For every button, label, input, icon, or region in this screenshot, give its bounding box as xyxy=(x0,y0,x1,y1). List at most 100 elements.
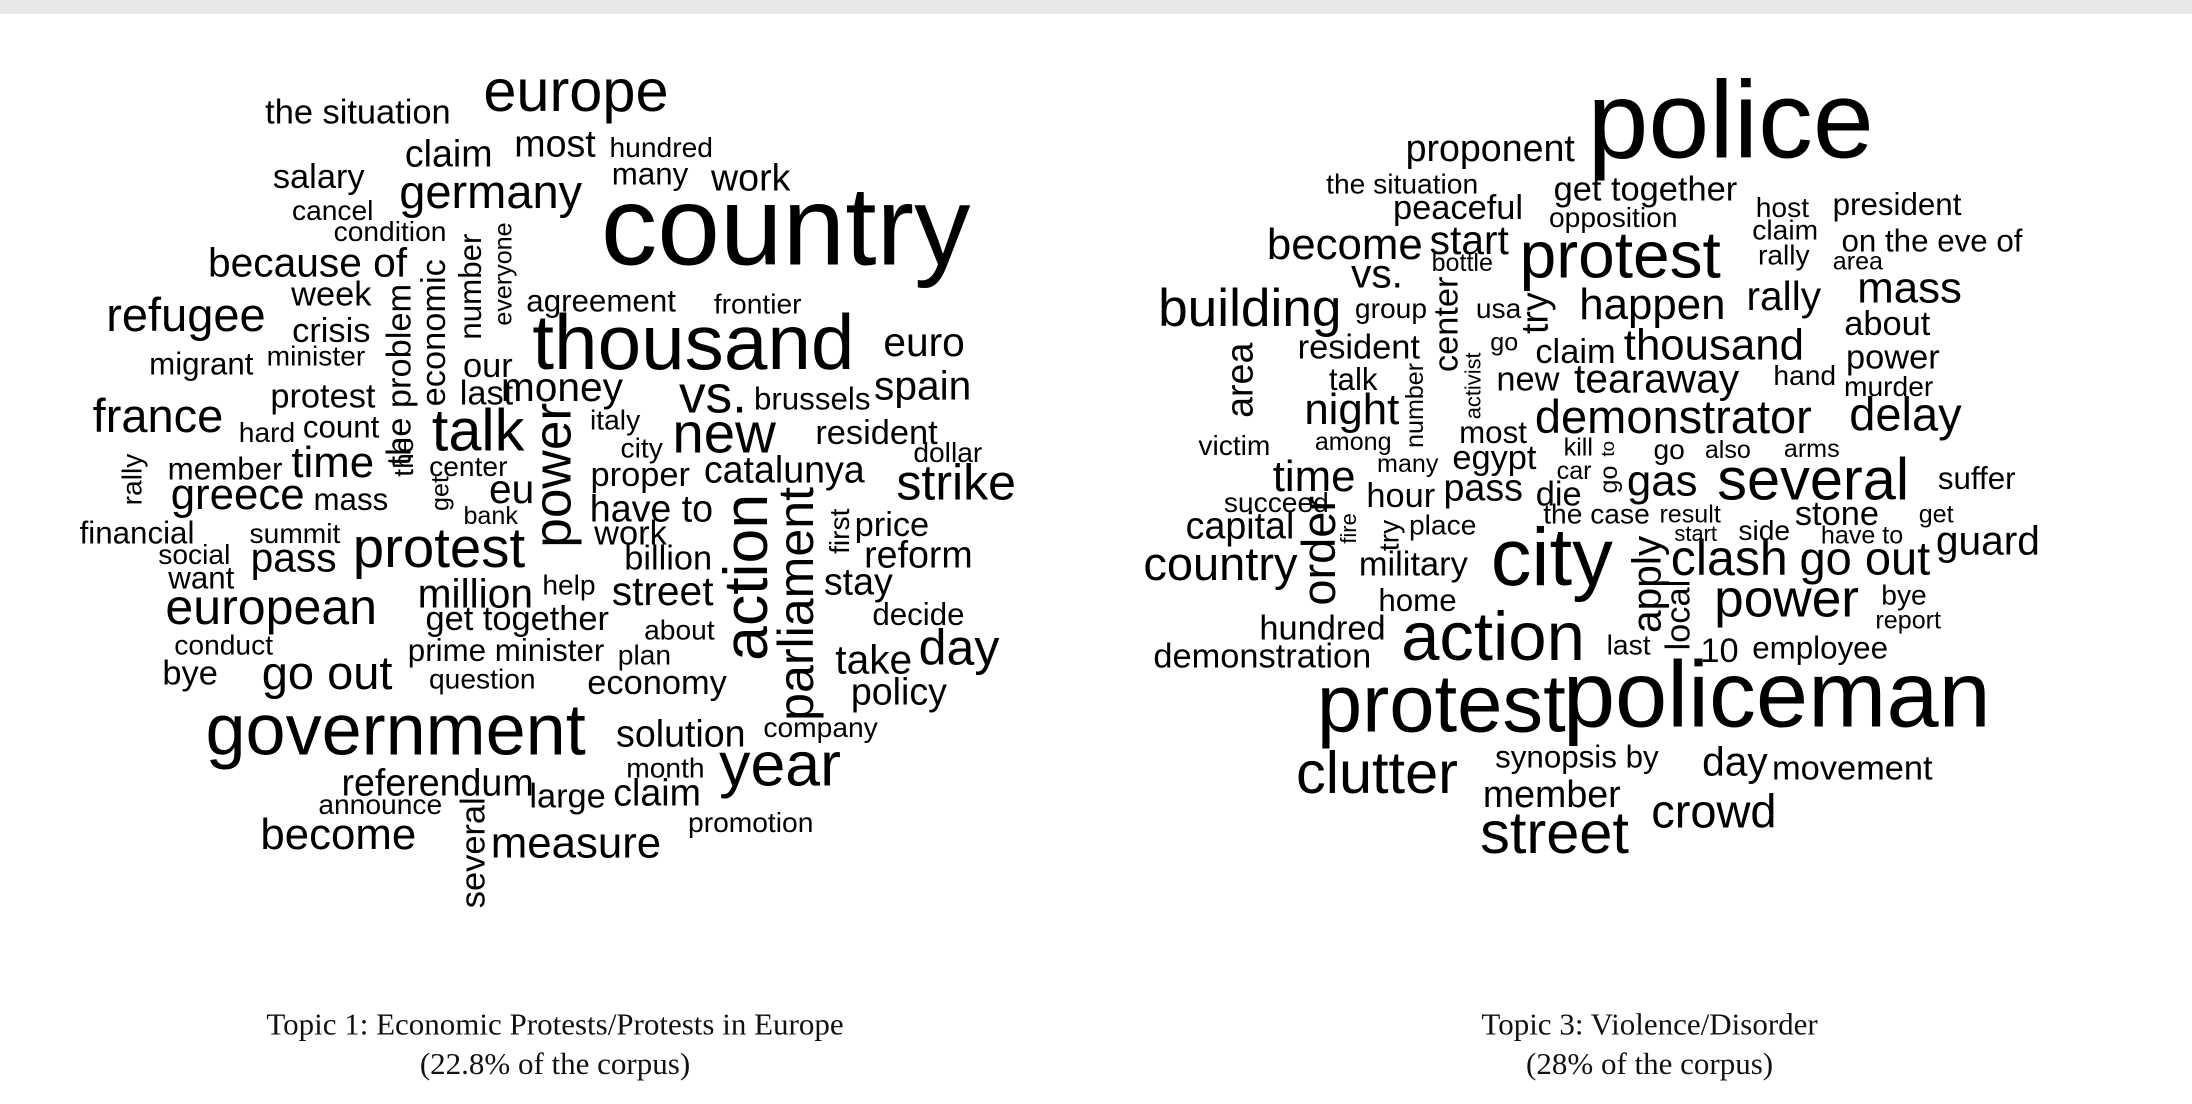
cloud-word: number xyxy=(453,234,488,340)
cloud-word: host xyxy=(1756,191,1809,223)
cloud-word: start xyxy=(1674,521,1717,546)
cloud-word: work xyxy=(593,515,667,553)
cloud-word: the situation xyxy=(1326,167,1478,199)
cloud-word: demonstrator xyxy=(1535,390,1812,443)
cloud-word: home xyxy=(1378,583,1456,618)
cloud-word: power xyxy=(523,403,582,548)
cloud-word: die xyxy=(1536,475,1582,513)
cloud-word: 10 xyxy=(1700,632,1738,670)
cloud-word: hundred xyxy=(610,131,713,163)
cloud-word: european xyxy=(165,579,377,635)
cloud-word: proper xyxy=(591,456,690,494)
cloud-word: have to xyxy=(1821,521,1903,549)
cloud-word: solution xyxy=(616,713,746,755)
cloud-word: minister xyxy=(267,339,366,371)
cloud-word: city xyxy=(1491,512,1613,603)
cloud-word: spain xyxy=(874,362,971,408)
cloud-word: many xyxy=(612,156,689,191)
cloud-word: opposition xyxy=(1549,201,1678,233)
cloud-word: eu xyxy=(489,466,534,512)
cloud-word: murder xyxy=(1844,370,1933,402)
cloud-word: happen xyxy=(1579,280,1725,329)
cloud-word: protest xyxy=(1317,659,1566,750)
cloud-word: money xyxy=(501,364,624,410)
cloud-word: talk xyxy=(1329,362,1378,397)
cloud-word: gas xyxy=(1627,456,1698,505)
cloud-word: many xyxy=(1377,450,1439,478)
cloud-word: rally xyxy=(116,453,148,506)
cloud-word: refugee xyxy=(106,288,265,341)
cloud-word: billion xyxy=(624,540,712,578)
cloud-word: clash xyxy=(1671,530,1788,586)
cloud-word: bye xyxy=(1881,578,1926,610)
cloud-word: time xyxy=(1273,452,1356,501)
cloud-word: action xyxy=(711,494,781,661)
cloud-word: go out xyxy=(1800,531,1931,584)
cloud-word: hour xyxy=(1366,477,1435,515)
cloud-word: large xyxy=(529,777,605,815)
cloud-word: proponent xyxy=(1406,127,1576,169)
cloud-word: hundred xyxy=(1259,610,1385,648)
cloud-word: everyone xyxy=(489,222,517,325)
cloud-word: plan xyxy=(618,638,671,670)
cloud-word: power xyxy=(1714,570,1859,629)
cloud-word: social xyxy=(158,538,230,570)
cloud-word: report xyxy=(1875,607,1941,635)
cloud-word: agreement xyxy=(526,284,676,319)
cloud-word: take xyxy=(835,636,912,682)
cloud-word: bank xyxy=(463,502,518,530)
cloud-word: frontier xyxy=(714,288,802,320)
cloud-word: company xyxy=(763,711,878,743)
cloud-word: rally xyxy=(1758,239,1811,271)
cloud-word: rally xyxy=(1746,273,1821,319)
cloud-word: number xyxy=(1401,363,1429,448)
cloud-word: condition xyxy=(334,215,447,247)
cloud-word: pass xyxy=(251,534,337,580)
cloud-word: get xyxy=(1919,500,1954,528)
cloud-word: stay xyxy=(824,560,893,602)
cloud-word: dollar xyxy=(913,436,982,468)
cloud-word: salary xyxy=(273,158,366,196)
cloud-word: several xyxy=(454,797,492,908)
cloud-word: city xyxy=(621,432,664,464)
cloud-word: about xyxy=(1844,305,1931,343)
cloud-word: claim xyxy=(1752,214,1818,246)
cloud-word: order xyxy=(1292,496,1345,606)
cloud-word: victim xyxy=(1198,429,1270,461)
cloud-word: italy xyxy=(590,404,641,436)
cloud-word: area xyxy=(1833,247,1883,275)
cloud-word: france xyxy=(93,389,224,442)
cloud-word: time xyxy=(291,438,374,487)
cloud-word: decide xyxy=(872,597,964,632)
cloud-word: announce xyxy=(318,788,442,820)
cloud-word: become xyxy=(260,810,416,859)
cloud-word: go xyxy=(1653,433,1684,465)
cloud-word: week xyxy=(290,275,372,313)
cloud-word: delay xyxy=(1849,387,1962,440)
cloud-word: cancel xyxy=(292,194,373,226)
cloud-word: day xyxy=(1702,738,1768,784)
cloud-word: catalunya xyxy=(704,448,865,490)
cloud-word: thousand xyxy=(532,298,854,386)
cloud-word: the problem xyxy=(380,284,418,466)
cloud-word: financial xyxy=(80,516,195,551)
cloud-word: go xyxy=(1595,466,1623,494)
cloud-word: resident xyxy=(1298,329,1421,367)
cloud-word: the situation xyxy=(265,94,450,132)
cloud-word: center xyxy=(1427,277,1465,373)
cloud-word: question xyxy=(429,662,536,694)
cloud-word: most xyxy=(1459,415,1527,450)
cloud-word: place xyxy=(1409,508,1476,540)
cloud-word: euro xyxy=(883,319,964,365)
cloud-word: area xyxy=(1219,343,1261,418)
cloud-word: bottle xyxy=(1432,249,1493,277)
cloud-word: last xyxy=(460,375,514,413)
cloud-word: police xyxy=(1587,60,1873,182)
cloud-word: on the eve of xyxy=(1841,224,2022,259)
cloud-word: country xyxy=(1143,537,1298,590)
cloud-word: summit xyxy=(250,517,341,549)
cloud-word: get xyxy=(426,476,454,511)
cloud-word: hand xyxy=(1773,359,1836,391)
cloud-word: military xyxy=(1359,545,1469,583)
cloud-word: group xyxy=(1355,292,1427,324)
